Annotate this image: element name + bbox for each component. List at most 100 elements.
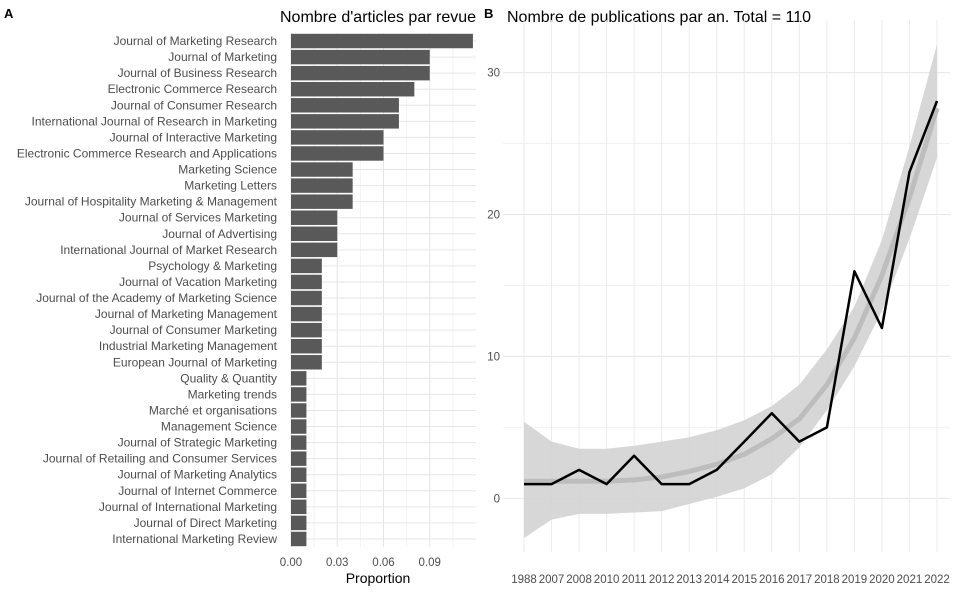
bar-journal-of-internet-commerce bbox=[291, 483, 307, 499]
bar-marketing-letters bbox=[291, 178, 353, 193]
bar-journal-of-direct-marketing bbox=[291, 515, 307, 531]
panel-b-y-tick-labels: 0 10 20 30 bbox=[487, 68, 500, 506]
panel-a-x-tick-0-06: 0.06 bbox=[372, 557, 394, 569]
panel-b-x-tick-2010: 2010 bbox=[594, 574, 620, 586]
panel-b-x-tick-labels: 1988 2007 2008 2010 2011 2012 2013 2014 2015 2016… bbox=[511, 574, 950, 586]
panel-a-bars bbox=[291, 33, 473, 547]
panel-b-x-tick-2021: 2021 bbox=[897, 574, 923, 586]
category-label-journal-of-marketing: Journal of Marketing bbox=[168, 50, 277, 64]
bar-international-journal-of-research-in-marketing bbox=[291, 114, 399, 129]
category-label-journal-of-services-marketing: Journal of Services Marketing bbox=[119, 211, 277, 225]
bar-marketing-trends bbox=[291, 387, 307, 402]
category-label-journal-of-marketing-management: Journal of Marketing Management bbox=[95, 307, 278, 321]
category-label-journal-of-hospitality-marketing-management: Journal of Hospitality Marketing & Manag… bbox=[25, 195, 278, 209]
panel-b-y-tick-10: 10 bbox=[487, 351, 500, 363]
bar-marche-et-organisations bbox=[291, 403, 307, 418]
panel-b-title: Nombre de publications par an. Total = 1… bbox=[507, 9, 811, 26]
panel-b-x-tick-2017: 2017 bbox=[787, 574, 813, 586]
panel-b-x-tick-2019: 2019 bbox=[842, 574, 868, 586]
panel-b-yearly-line-chart: B Nombre de publications par an. Total =… bbox=[484, 6, 950, 586]
bar-journal-of-international-marketing bbox=[291, 499, 307, 515]
panel-b-x-tick-2016: 2016 bbox=[759, 574, 785, 586]
category-label-journal-of-vacation-marketing: Journal of Vacation Marketing bbox=[119, 275, 277, 289]
bar-quality-quantity bbox=[291, 371, 307, 386]
category-label-european-journal-of-marketing: European Journal of Marketing bbox=[113, 355, 277, 369]
panel-b-x-tick-2012: 2012 bbox=[649, 574, 675, 586]
category-label-electronic-commerce-research: Electronic Commerce Research bbox=[108, 82, 277, 96]
panel-b-publications-line bbox=[524, 100, 939, 486]
panel-a-title: Nombre d'articles par revue bbox=[280, 9, 476, 26]
panel-a-x-axis-title: Proportion bbox=[346, 570, 411, 586]
category-label-marketing-science: Marketing Science bbox=[178, 163, 277, 177]
category-label-international-journal-of-research-in-marketing: International Journal of Research in Mar… bbox=[32, 114, 277, 128]
panel-b-x-tick-2013: 2013 bbox=[676, 574, 702, 586]
panel-b-x-tick-2022: 2022 bbox=[924, 574, 950, 586]
category-label-journal-of-international-marketing: Journal of International Marketing bbox=[99, 500, 277, 514]
category-label-journal-of-strategic-marketing: Journal of Strategic Marketing bbox=[118, 436, 277, 450]
bar-journal-of-marketing bbox=[291, 49, 430, 65]
bar-management-science bbox=[291, 419, 307, 434]
category-label-journal-of-consumer-marketing: Journal of Consumer Marketing bbox=[110, 323, 277, 337]
panel-b-trend-line bbox=[524, 107, 940, 484]
category-label-journal-of-marketing-research: Journal of Marketing Research bbox=[114, 34, 277, 48]
confidence-band bbox=[524, 44, 937, 539]
trend-line bbox=[524, 107, 940, 484]
panel-b-y-tick-30: 30 bbox=[487, 68, 500, 80]
category-label-journal-of-consumer-research: Journal of Consumer Research bbox=[111, 98, 277, 112]
panel-b-y-tick-20: 20 bbox=[487, 209, 500, 221]
category-label-journal-of-direct-marketing: Journal of Direct Marketing bbox=[134, 516, 277, 530]
panel-a-category-labels: Journal of Marketing Research Journal of … bbox=[17, 34, 278, 546]
bar-journal-of-services-marketing bbox=[291, 210, 338, 225]
bar-international-marketing-review bbox=[291, 531, 307, 547]
panel-b-x-tick-1988: 1988 bbox=[511, 574, 537, 586]
bar-journal-of-the-academy-of-marketing-science bbox=[291, 290, 322, 306]
category-label-industrial-marketing-management: Industrial Marketing Management bbox=[99, 339, 278, 353]
bar-electronic-commerce-research bbox=[291, 81, 415, 97]
publications-series-line bbox=[524, 100, 939, 486]
bar-journal-of-retailing-and-consumer-services bbox=[291, 451, 307, 466]
panel-b-x-tick-2018: 2018 bbox=[814, 574, 840, 586]
category-label-psychology-marketing: Psychology & Marketing bbox=[148, 259, 277, 273]
category-label-international-marketing-review: International Marketing Review bbox=[112, 532, 277, 546]
category-label-quality-quantity: Quality & Quantity bbox=[180, 371, 277, 385]
panel-b-x-tick-2011: 2011 bbox=[622, 574, 647, 586]
category-label-journal-of-internet-commerce: Journal of Internet Commerce bbox=[118, 484, 277, 498]
bar-international-journal-of-market-research bbox=[291, 242, 338, 258]
panel-a-x-tick-labels: 0.00 0.03 0.06 0.09 bbox=[280, 557, 441, 569]
bar-psychology-marketing bbox=[291, 258, 322, 274]
panel-b-x-tick-2014: 2014 bbox=[704, 574, 730, 586]
bar-journal-of-consumer-marketing bbox=[291, 322, 322, 338]
bar-journal-of-interactive-marketing bbox=[291, 130, 384, 145]
panel-b-x-tick-2020: 2020 bbox=[869, 574, 895, 586]
panel-b-x-tick-2015: 2015 bbox=[731, 574, 757, 586]
panel-a-x-tick-0-03: 0.03 bbox=[326, 557, 348, 569]
category-label-journal-of-interactive-marketing: Journal of Interactive Marketing bbox=[110, 130, 277, 144]
category-label-international-journal-of-market-research: International Journal of Market Research bbox=[60, 243, 277, 257]
panel-b-y-tick-0: 0 bbox=[494, 493, 500, 505]
category-label-electronic-commerce-research-and-applications: Electronic Commerce Research and Applica… bbox=[17, 146, 277, 160]
panel-b-x-tick-2008: 2008 bbox=[566, 574, 592, 586]
category-label-journal-of-the-academy-of-marketing-science: Journal of the Academy of Marketing Scie… bbox=[36, 291, 277, 305]
category-label-marche-et-organisations: Marché et organisations bbox=[149, 403, 277, 417]
category-label-marketing-letters: Marketing Letters bbox=[184, 179, 277, 193]
panel-a-x-tick-0-09: 0.09 bbox=[419, 557, 441, 569]
category-label-marketing-trends: Marketing trends bbox=[188, 387, 277, 401]
bar-journal-of-strategic-marketing bbox=[291, 435, 307, 450]
bar-journal-of-hospitality-marketing-management bbox=[291, 194, 353, 209]
bar-journal-of-business-research bbox=[291, 65, 430, 81]
bar-european-journal-of-marketing bbox=[291, 355, 322, 370]
bar-journal-of-marketing-research bbox=[291, 33, 473, 49]
bar-electronic-commerce-research-and-applications bbox=[291, 146, 384, 161]
bar-journal-of-marketing-analytics bbox=[291, 467, 307, 482]
panel-a-tag: A bbox=[4, 6, 14, 21]
bar-journal-of-advertising bbox=[291, 226, 338, 242]
panel-b-x-tick-2007: 2007 bbox=[539, 574, 565, 586]
category-label-journal-of-marketing-analytics: Journal of Marketing Analytics bbox=[118, 468, 277, 482]
bar-journal-of-marketing-management bbox=[291, 306, 322, 322]
bar-industrial-marketing-management bbox=[291, 338, 322, 354]
panel-b-confidence-band bbox=[524, 44, 937, 539]
bar-journal-of-vacation-marketing bbox=[291, 274, 322, 290]
category-label-management-science: Management Science bbox=[161, 420, 277, 434]
panel-a-journal-bar-chart: A Nombre d'articles par revue Journal of… bbox=[4, 6, 476, 586]
